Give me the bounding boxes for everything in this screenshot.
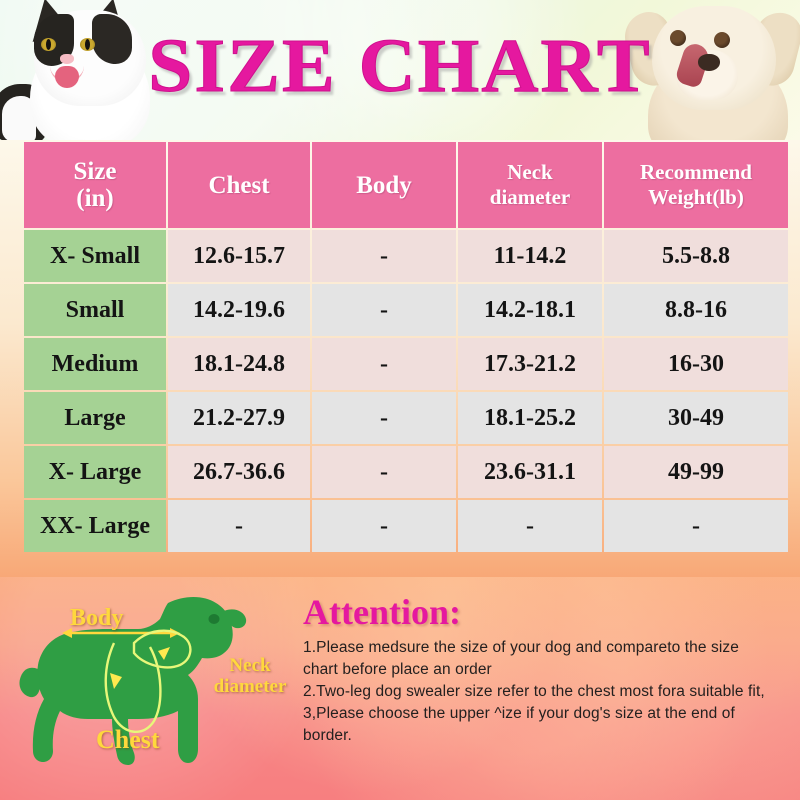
column-header-size-line1: Size	[73, 158, 117, 185]
diagram-label-neck-diameter: Neck diameter	[200, 655, 300, 697]
column-header-chest: Chest	[168, 142, 310, 228]
dog-measurement-diagram: Body Neck diameter Chest	[18, 585, 308, 790]
cell-size: XX- Large	[24, 500, 166, 552]
cell-neck: 18.1-25.2	[458, 392, 602, 444]
cat-patch-right	[92, 14, 132, 64]
cell-neck: 23.6-31.1	[458, 446, 602, 498]
cell-body: -	[312, 338, 456, 390]
cell-weight: 30-49	[604, 392, 788, 444]
attention-line: 2.Two-leg dog swealer size refer to the …	[303, 683, 765, 700]
cell-chest: 14.2-19.6	[168, 284, 310, 336]
cell-chest: -	[168, 500, 310, 552]
cell-body: -	[312, 284, 456, 336]
cell-weight: 8.8-16	[604, 284, 788, 336]
column-header-body: Body	[312, 142, 456, 228]
header-banner: SIZE CHART	[0, 0, 800, 140]
cell-body: -	[312, 230, 456, 282]
cell-size: Small	[24, 284, 166, 336]
attention-title: Attention:	[303, 592, 461, 632]
table-row: Medium 18.1-24.8 - 17.3-21.2 16-30	[24, 338, 788, 390]
attention-block: Attention: 1.Please medsure the size of …	[303, 591, 789, 747]
column-header-neck-diameter: Neck diameter	[458, 142, 602, 228]
attention-line: chart before place an order	[303, 661, 492, 678]
cat-eye-left	[41, 38, 56, 51]
cell-weight: -	[604, 500, 788, 552]
column-header-recommend-weight: Recommend Weight(lb)	[604, 142, 788, 228]
diagram-label-chest: Chest	[96, 725, 160, 754]
cell-size: Large	[24, 392, 166, 444]
dog-photo	[618, 0, 800, 140]
cell-chest: 18.1-24.8	[168, 338, 310, 390]
cell-neck: -	[458, 500, 602, 552]
cat-tongue	[55, 66, 79, 88]
table-head: Size (in) Chest Body Neck diameter Recom…	[24, 142, 788, 228]
cell-size: Medium	[24, 338, 166, 390]
cell-weight: 16-30	[604, 338, 788, 390]
table-body: X- Small 12.6-15.7 - 11-14.2 5.5-8.8 Sma…	[24, 230, 788, 552]
table-row: Small 14.2-19.6 - 14.2-18.1 8.8-16	[24, 284, 788, 336]
cell-chest: 26.7-36.6	[168, 446, 310, 498]
cell-size: X- Large	[24, 446, 166, 498]
table-row: X- Large 26.7-36.6 - 23.6-31.1 49-99	[24, 446, 788, 498]
table-row: X- Small 12.6-15.7 - 11-14.2 5.5-8.8	[24, 230, 788, 282]
cell-body: -	[312, 392, 456, 444]
diagram-label-neck-line2: diameter	[213, 676, 287, 697]
column-header-weight-line2: Weight(lb)	[648, 185, 744, 209]
size-table: Size (in) Chest Body Neck diameter Recom…	[22, 140, 790, 554]
cell-weight: 5.5-8.8	[604, 230, 788, 282]
column-header-size: Size (in)	[24, 142, 166, 228]
cell-neck: 17.3-21.2	[458, 338, 602, 390]
neck-measure-loop	[132, 629, 192, 669]
dog-eye-right	[714, 32, 730, 48]
cell-weight: 49-99	[604, 446, 788, 498]
diagram-label-neck-line1: Neck	[229, 655, 271, 676]
cell-chest: 12.6-15.7	[168, 230, 310, 282]
footer-section: Body Neck diameter Chest Attention: 1.Pl…	[0, 577, 800, 800]
column-header-weight-line1: Recommend	[640, 160, 752, 184]
table-row: Large 21.2-27.9 - 18.1-25.2 30-49	[24, 392, 788, 444]
attention-line: 1.Please medsure the size of your dog an…	[303, 639, 739, 656]
chest-measure-loop	[104, 642, 162, 733]
dog-eye-left	[670, 30, 686, 46]
page-title: SIZE CHART	[148, 24, 652, 108]
cell-body: -	[312, 500, 456, 552]
cat-nose	[60, 54, 74, 64]
size-table-wrapper: Size (in) Chest Body Neck diameter Recom…	[22, 140, 788, 554]
table-row: XX- Large - - - -	[24, 500, 788, 552]
dog-nose	[698, 54, 720, 71]
column-header-neck-line1: Neck	[507, 160, 553, 184]
cat-eye-right	[80, 38, 95, 51]
cat-photo	[0, 0, 184, 140]
cell-size: X- Small	[24, 230, 166, 282]
attention-line: border.	[303, 727, 352, 744]
cell-neck: 14.2-18.1	[458, 284, 602, 336]
cell-neck: 11-14.2	[458, 230, 602, 282]
diagram-label-body: Body	[70, 605, 124, 631]
cell-chest: 21.2-27.9	[168, 392, 310, 444]
column-header-size-line2: (in)	[76, 185, 114, 212]
dog-silhouette-icon	[19, 597, 247, 765]
table-header-row: Size (in) Chest Body Neck diameter Recom…	[24, 142, 788, 228]
column-header-neck-line2: diameter	[489, 185, 571, 209]
attention-line: 3,Please choose the upper ^ize if your d…	[303, 705, 735, 722]
cell-body: -	[312, 446, 456, 498]
